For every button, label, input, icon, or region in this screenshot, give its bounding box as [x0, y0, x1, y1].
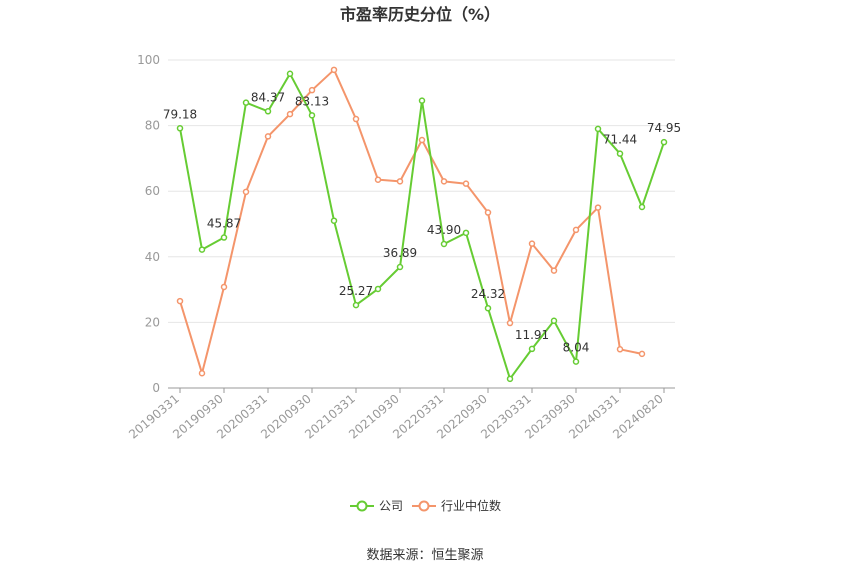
legend-item-company[interactable]: 公司: [350, 499, 403, 513]
data-point[interactable]: [264, 108, 272, 115]
data-point[interactable]: [550, 267, 558, 274]
data-point[interactable]: [198, 369, 206, 377]
data-point[interactable]: [638, 350, 646, 358]
data-point[interactable]: [198, 246, 206, 253]
data-point[interactable]: [352, 115, 360, 123]
data-point[interactable]: [330, 217, 338, 224]
legend[interactable]: 公司 行业中位数: [350, 498, 501, 513]
data-point[interactable]: [396, 263, 404, 271]
data-source: 数据来源：恒生聚源: [366, 548, 483, 563]
legend-item-industry-median[interactable]: 行业中位数: [412, 498, 501, 513]
legend-marker: [418, 500, 430, 512]
data-point[interactable]: [308, 112, 316, 119]
data-point[interactable]: [396, 178, 404, 185]
data-label: 11.91: [515, 328, 549, 342]
data-label: 83.13: [295, 94, 329, 108]
data-point[interactable]: [506, 319, 514, 327]
data-label: 8.04: [563, 341, 590, 355]
data-point[interactable]: [242, 99, 250, 106]
series-company: 79.18 45.87 84.37 83.13 25.27 36.89 43.90 24.32…: [163, 70, 681, 383]
y-tick-label: 100: [137, 53, 160, 67]
data-point[interactable]: [176, 125, 184, 132]
data-point[interactable]: [550, 317, 558, 325]
data-point[interactable]: [594, 204, 602, 211]
data-label: 36.89: [383, 246, 417, 260]
data-label: 24.32: [471, 287, 505, 301]
series-line: [179, 68, 643, 375]
data-point[interactable]: [352, 301, 360, 309]
data-label: 71.44: [603, 133, 637, 147]
data-point[interactable]: [594, 125, 602, 133]
data-point[interactable]: [616, 150, 624, 157]
data-point[interactable]: [484, 209, 492, 216]
data-point[interactable]: [176, 297, 184, 305]
y-tick-label: 60: [145, 184, 160, 198]
series-industry-median: [176, 66, 646, 377]
data-point[interactable]: [638, 203, 646, 211]
series-layer: 79.18 45.87 84.37 83.13 25.27 36.89 43.90 24.32…: [163, 66, 681, 383]
legend-label: 公司: [379, 499, 403, 513]
data-point[interactable]: [374, 176, 382, 183]
data-point[interactable]: [440, 178, 448, 185]
data-label: 84.37: [251, 90, 285, 104]
data-point[interactable]: [528, 240, 536, 247]
series-line: [179, 72, 665, 380]
data-point[interactable]: [484, 304, 492, 312]
y-tick-label: 40: [145, 250, 160, 264]
legend-label: 行业中位数: [441, 498, 501, 513]
data-point[interactable]: [572, 358, 580, 365]
data-point[interactable]: [308, 86, 316, 94]
data-point[interactable]: [374, 285, 382, 293]
y-tick-label: 80: [145, 119, 160, 133]
data-point[interactable]: [418, 136, 426, 144]
y-tick-label: 0: [152, 381, 160, 395]
legend-marker: [356, 500, 368, 512]
data-label: 25.27: [339, 284, 373, 298]
data-label: 43.90: [427, 223, 461, 237]
data-point[interactable]: [330, 66, 338, 74]
data-point[interactable]: [616, 346, 624, 353]
data-label: 74.95: [647, 121, 681, 135]
chart-title: 市盈率历史分位（%）: [340, 5, 500, 24]
data-point[interactable]: [462, 180, 470, 187]
data-label: 79.18: [163, 107, 197, 121]
grid: [168, 59, 675, 323]
data-point[interactable]: [572, 226, 580, 234]
data-point[interactable]: [506, 375, 514, 383]
data-point[interactable]: [286, 70, 294, 78]
data-point[interactable]: [462, 229, 470, 237]
data-point[interactable]: [220, 283, 228, 291]
data-point[interactable]: [220, 234, 228, 241]
data-point[interactable]: [528, 345, 536, 353]
data-label: 45.87: [207, 217, 241, 231]
y-tick-label: 20: [145, 315, 160, 329]
data-point[interactable]: [286, 110, 294, 118]
data-point[interactable]: [418, 97, 426, 104]
data-point[interactable]: [660, 138, 668, 146]
data-point[interactable]: [264, 133, 272, 140]
data-point[interactable]: [440, 240, 448, 248]
data-point[interactable]: [242, 188, 250, 196]
